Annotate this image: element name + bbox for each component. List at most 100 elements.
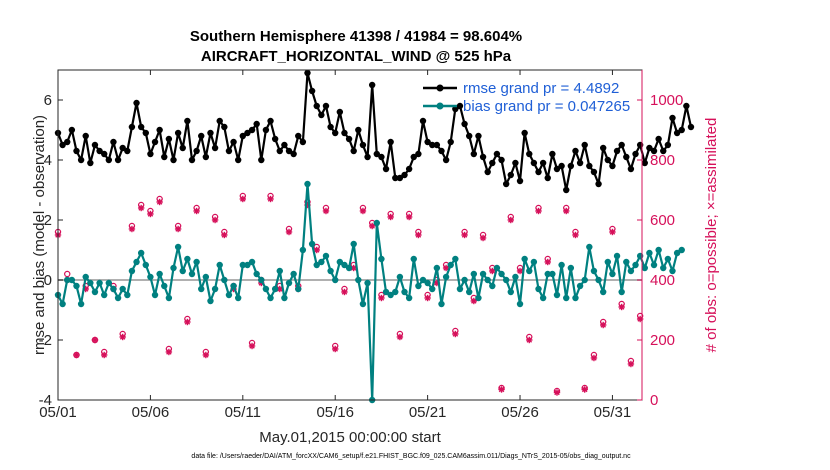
obs-assimilated-marker: [91, 336, 99, 344]
rmse-point: [609, 162, 616, 170]
bias-point: [378, 255, 385, 263]
obs-assimilated-marker: [101, 351, 108, 359]
bias-point: [489, 282, 496, 290]
obs-assimilated-marker: [489, 267, 496, 275]
obs-assimilated-marker: [572, 231, 579, 239]
obs-assimilated-marker: [516, 267, 524, 275]
obs-assimilated-marker: [563, 207, 570, 215]
bias-point: [470, 270, 478, 278]
rmse-point: [267, 117, 274, 125]
y-axis-right: 0 200 400 600 800 1000: [637, 70, 683, 409]
rmse-point: [73, 147, 80, 155]
bias-point: [147, 273, 154, 281]
rmse-point: [641, 159, 648, 167]
bias-point: [271, 285, 279, 293]
obs-assimilated-marker: [396, 333, 404, 341]
rmse-point: [327, 123, 334, 131]
obs-assimilated-marker: [507, 216, 514, 224]
bias-point: [345, 264, 353, 272]
rmse-point: [64, 138, 71, 146]
rmse-point: [332, 129, 339, 137]
rmse-point: [646, 144, 653, 152]
bias-point: [281, 294, 288, 302]
obs-assimilated-marker: [267, 195, 274, 203]
rmse-point: [161, 153, 168, 161]
rmse-point: [415, 150, 422, 158]
bias-point: [429, 285, 436, 293]
rmse-point: [664, 141, 672, 149]
obs-assimilated-marker: [461, 231, 468, 239]
rmse-point: [484, 168, 491, 176]
rmse-point: [271, 135, 279, 143]
bias-point: [110, 285, 117, 293]
obs-assimilated-marker: [332, 345, 339, 353]
bias-point: [211, 285, 219, 293]
bias-point: [530, 258, 538, 266]
rmse-point: [216, 117, 223, 125]
x-axis-label: May.01,2015 00:00:00 start: [259, 429, 441, 446]
bias-point: [590, 267, 598, 275]
bias-point: [401, 288, 408, 296]
bias-point: [253, 270, 260, 278]
rmse-point: [179, 144, 186, 152]
rmse-point: [623, 153, 630, 161]
rmse-point: [512, 159, 519, 167]
bias-point: [174, 243, 182, 251]
rmse-point: [258, 156, 265, 164]
obs-assimilated-marker: [609, 228, 616, 236]
rmse-point: [392, 174, 399, 182]
rmse-point: [452, 105, 459, 113]
bias-point: [433, 264, 441, 272]
bias-point: [258, 276, 265, 284]
bias-point: [248, 258, 256, 266]
bias-point: [124, 291, 131, 299]
bias-point: [216, 261, 223, 269]
bias-point: [350, 240, 357, 248]
bias-point: [151, 291, 159, 299]
bias-point: [646, 249, 653, 257]
bias-point: [73, 282, 80, 290]
bias-point: [405, 294, 413, 302]
obs-assimilated-marker: [285, 228, 293, 236]
bias-point: [170, 264, 177, 272]
bias-line: [57, 182, 683, 402]
rmse-point: [558, 162, 565, 170]
rmse-point: [295, 132, 302, 140]
bias-point: [650, 261, 658, 269]
rmse-point: [673, 129, 681, 137]
obs-assimilated-marker: [590, 354, 598, 362]
rmse-point: [429, 141, 436, 149]
obs-assimilated-marker: [73, 351, 80, 359]
bias-point: [230, 282, 237, 290]
bias-point: [466, 288, 473, 296]
bias-point: [68, 276, 76, 284]
bias-point: [87, 279, 94, 287]
bias-point: [424, 279, 431, 287]
legend: rmse grand pr = 4.4892 bias grand pr = 0…: [423, 80, 630, 115]
rmse-point: [142, 129, 149, 137]
obs-assimilated-marker: [627, 360, 635, 368]
obs-assimilated-marker: [193, 207, 200, 215]
x-tick-label: 05/11: [225, 404, 261, 421]
bias-point: [290, 270, 297, 278]
bias-point: [336, 258, 344, 266]
bias-point: [188, 270, 196, 278]
bias-point: [225, 291, 233, 299]
bias-point: [96, 279, 103, 287]
rmse-point: [193, 147, 200, 155]
bias-point: [119, 285, 126, 293]
obs-assimilated-marker: [313, 246, 320, 254]
y-tick-label: 6: [44, 92, 52, 109]
x-tick-label: 05/01: [39, 404, 77, 421]
obs-assimilated-marker: [174, 225, 182, 233]
chart-subtitle: AIRCRAFT_HORIZONTAL_WIND @ 525 hPa: [201, 48, 512, 65]
rmse-point: [493, 150, 501, 158]
obs-assimilated-marker: [184, 318, 191, 326]
bias-point: [156, 270, 163, 278]
bias-point: [267, 294, 274, 302]
rmse-point: [539, 159, 547, 167]
bias-point: [387, 291, 394, 299]
rmse-point: [290, 150, 297, 158]
x-tick-label: 05/21: [409, 404, 447, 421]
rmse-point: [234, 156, 242, 164]
